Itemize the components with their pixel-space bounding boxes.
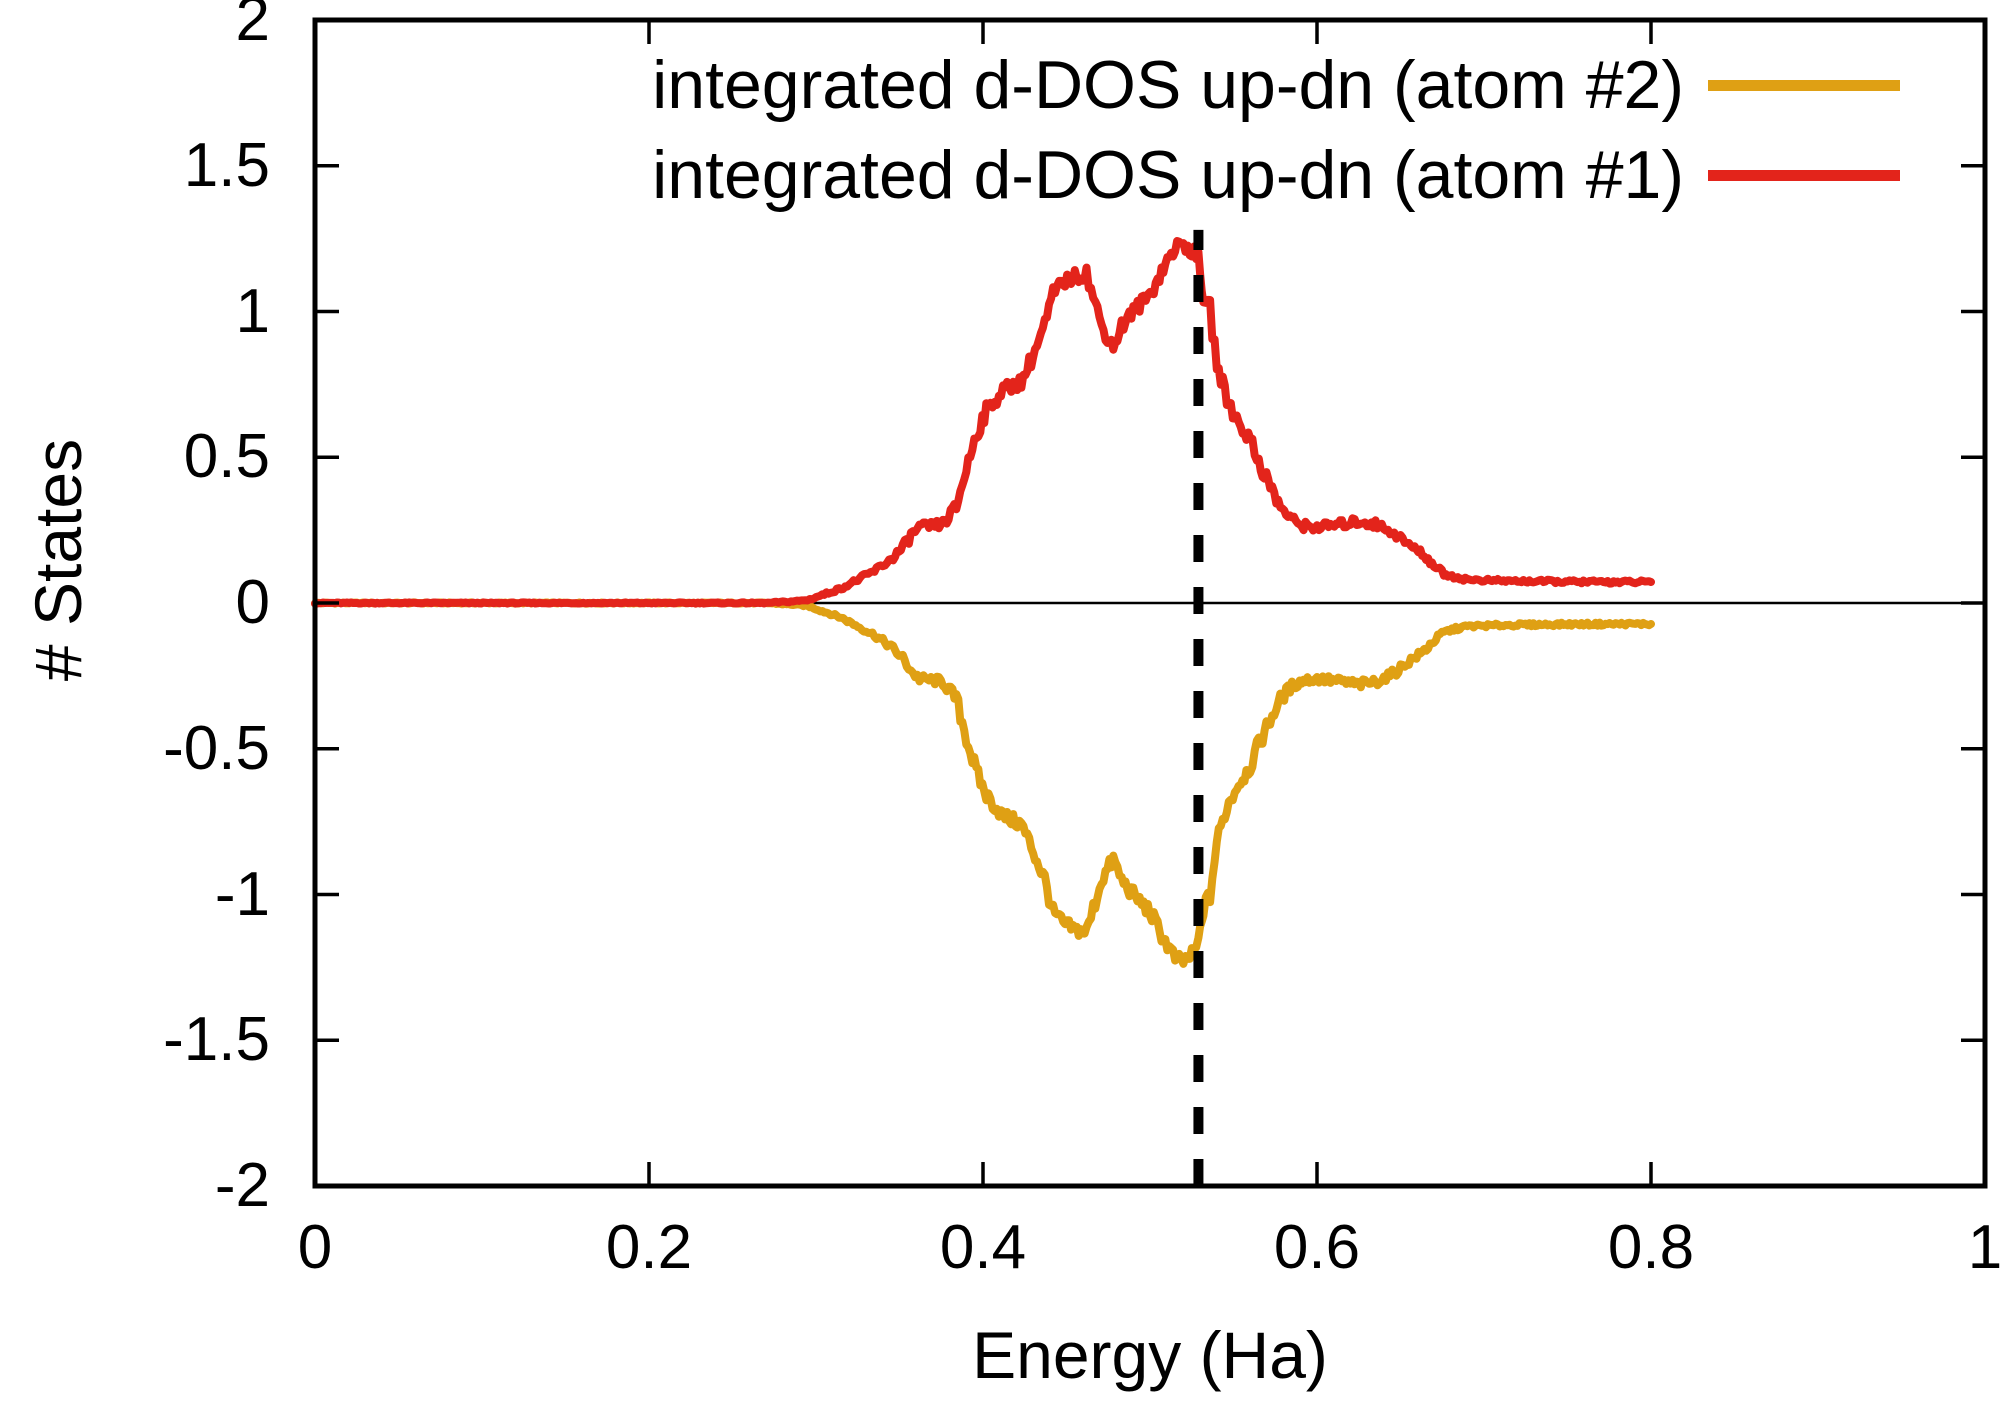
y-tick-label-2: 2	[235, 0, 270, 54]
legend-item-atom1: integrated d-DOS up-dn (atom #1)	[652, 138, 1900, 212]
x-tick-label-0.8: 0.8	[1607, 1213, 1695, 1282]
x-tick-label-0: 0	[297, 1213, 333, 1282]
legend-item-atom2: integrated d-DOS up-dn (atom #2)	[652, 48, 1900, 122]
x-axis-label-wrap: Energy (Ha)	[0, 1318, 2000, 1392]
y-tick-label--1.5: -1.5	[163, 1005, 270, 1075]
x-tick-label-0.6: 0.6	[1273, 1213, 1361, 1282]
y-tick-label-1: 1	[235, 276, 270, 346]
y-tick-label-1.5: 1.5	[183, 130, 270, 200]
y-tick-label--0.5: -0.5	[163, 713, 270, 783]
y-tick-label--1: -1	[214, 859, 270, 929]
y-axis-label: # States	[21, 438, 95, 682]
legend: integrated d-DOS up-dn (atom #2) integra…	[628, 44, 1900, 216]
x-axis-label: Energy (Ha)	[972, 1318, 1328, 1392]
y-tick-label-0: 0	[235, 568, 270, 637]
series-curve-0	[311, 598, 1655, 968]
y-tick-label-0.5: 0.5	[183, 422, 270, 492]
legend-label-atom1: integrated d-DOS up-dn (atom #1)	[652, 137, 1684, 213]
legend-line-sample-atom2	[1708, 79, 1900, 91]
x-tick-label-0.2: 0.2	[605, 1213, 693, 1282]
legend-line-sample-atom1	[1708, 169, 1900, 181]
y-tick-label--2: -2	[214, 1151, 270, 1220]
x-tick-label-1: 1	[1967, 1213, 2000, 1282]
legend-label-atom2: integrated d-DOS up-dn (atom #2)	[652, 47, 1684, 123]
x-tick-label-0.4: 0.4	[939, 1213, 1027, 1282]
series-curve-1	[311, 237, 1655, 608]
